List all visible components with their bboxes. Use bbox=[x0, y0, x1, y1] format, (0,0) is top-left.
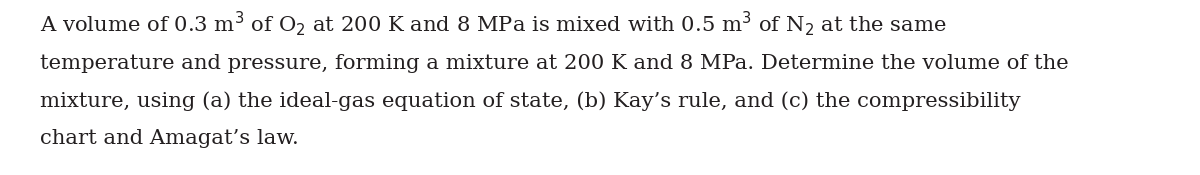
Text: A volume of 0.3 m$^{3}$ of O$_{2}$ at 200 K and 8 MPa is mixed with 0.5 m$^{3}$ : A volume of 0.3 m$^{3}$ of O$_{2}$ at 20… bbox=[40, 9, 947, 38]
Text: temperature and pressure, forming a mixture at 200 K and 8 MPa. Determine the vo: temperature and pressure, forming a mixt… bbox=[40, 54, 1068, 73]
Text: mixture, using (a) the ideal-gas equation of state, (b) Kay’s rule, and (c) the : mixture, using (a) the ideal-gas equatio… bbox=[40, 91, 1020, 111]
Text: chart and Amagat’s law.: chart and Amagat’s law. bbox=[40, 129, 299, 148]
